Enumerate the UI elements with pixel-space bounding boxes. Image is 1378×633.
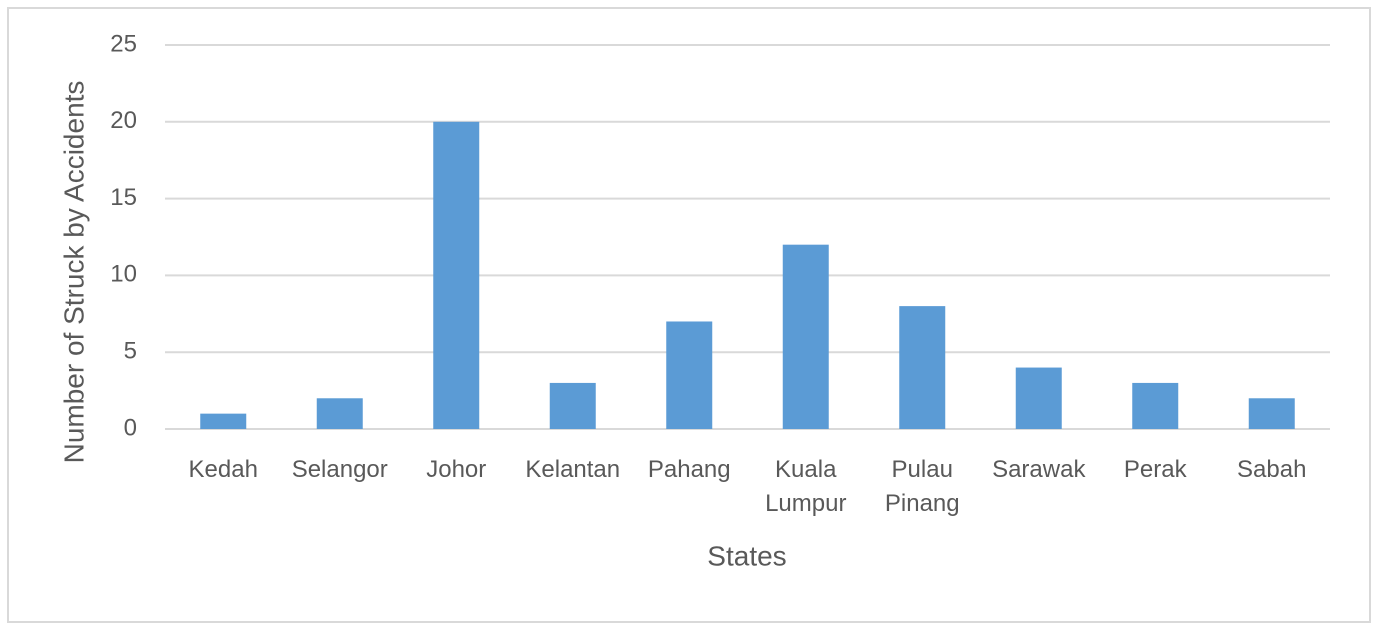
- bar: [1248, 398, 1295, 429]
- x-tick-label: Kelantan: [525, 456, 621, 483]
- bar: [316, 398, 363, 429]
- bar: [666, 321, 713, 429]
- bar: [433, 121, 480, 430]
- chart-frame: [7, 7, 1371, 623]
- x-tick-label: Kuala Lumpur: [765, 456, 847, 517]
- bar: [782, 244, 829, 429]
- x-tick-label: Sarawak: [992, 456, 1086, 483]
- x-tick-label: Pulau Pinang: [884, 456, 960, 517]
- bar: [549, 382, 596, 429]
- bar: [1015, 367, 1062, 429]
- y-tick-label: 25: [110, 30, 137, 57]
- x-tick-label: Perak: [1123, 456, 1187, 483]
- x-tick-label: Pahang: [647, 456, 731, 483]
- x-axis-title: States: [707, 540, 786, 571]
- x-tick-label: Kedah: [188, 456, 258, 483]
- x-tick-label: Johor: [426, 456, 487, 483]
- bar: [899, 306, 946, 429]
- y-axis-title: Number of Struck by Accidents: [58, 81, 89, 464]
- bar: [1132, 382, 1179, 429]
- bar: [200, 413, 247, 429]
- y-tick-label: 5: [124, 338, 137, 365]
- y-tick-label: 10: [110, 261, 137, 288]
- x-tick-label: Sabah: [1237, 456, 1307, 483]
- x-tick-label: Selangor: [291, 456, 388, 483]
- y-tick-label: 20: [110, 107, 137, 134]
- y-tick-label: 0: [124, 414, 137, 441]
- y-tick-label: 15: [110, 184, 137, 211]
